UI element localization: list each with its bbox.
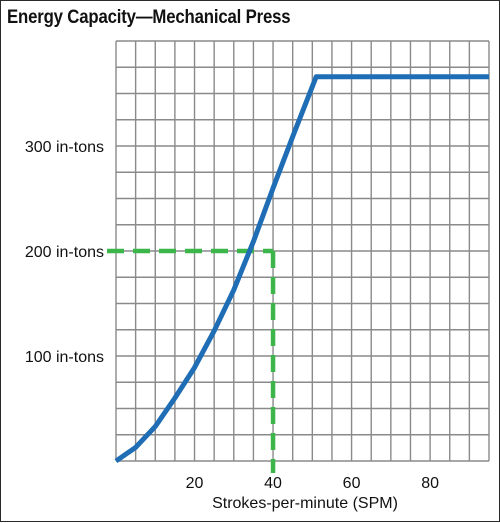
x-tick-label: 80 — [421, 475, 439, 492]
y-tick-label: 300 in-tons — [25, 139, 104, 156]
chart-title: Energy Capacity—Mechanical Press — [7, 6, 291, 28]
x-tick-labels: 20 40 60 80 — [186, 475, 439, 492]
x-tick-label: 40 — [264, 475, 282, 492]
x-axis-label: Strokes-per-minute (SPM) — [212, 495, 398, 512]
x-tick-label: 20 — [186, 475, 204, 492]
x-tick-label: 60 — [343, 475, 361, 492]
y-tick-label: 100 in-tons — [25, 349, 104, 366]
series-line — [114, 74, 489, 464]
y-tick-labels: 100 in-tons 200 in-tons 300 in-tons — [25, 139, 104, 366]
y-tick-label: 200 in-tons — [25, 244, 104, 261]
series-group — [114, 74, 489, 464]
reference-lines — [107, 248, 276, 473]
